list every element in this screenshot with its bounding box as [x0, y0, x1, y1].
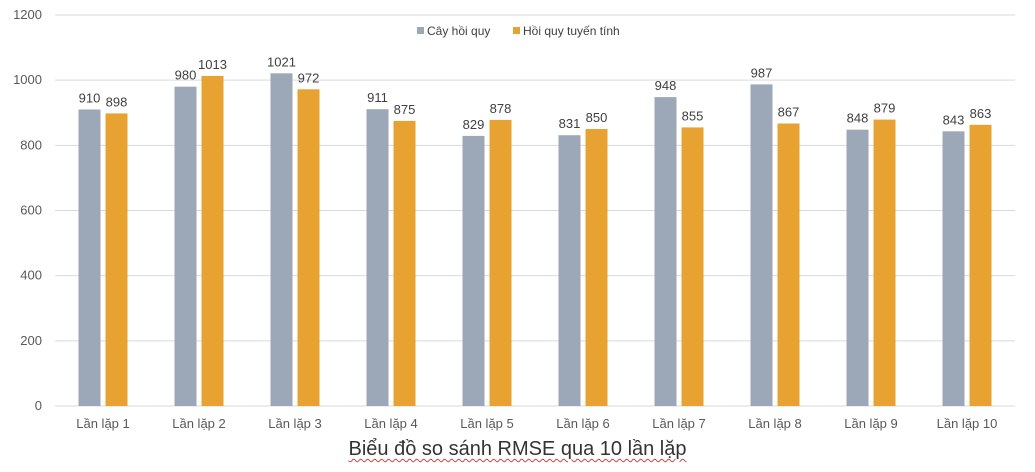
- data-label: 867: [778, 105, 800, 120]
- chart-title-text: Biểu đồ so sánh RMSE qua 10 lần lặp: [348, 438, 687, 460]
- x-tick-label: Lần lặp 6: [556, 416, 610, 431]
- data-label: 875: [394, 102, 416, 117]
- y-tick-label: 400: [20, 268, 42, 283]
- chart-title: Biểu đồ so sánh RMSE qua 10 lần lặp: [0, 438, 1035, 461]
- x-tick-label: Lần lặp 8: [748, 416, 802, 431]
- data-label: 829: [463, 117, 485, 132]
- x-tick-label: Lần lặp 1: [76, 416, 130, 431]
- bar: [462, 135, 485, 407]
- data-label: 831: [559, 116, 581, 131]
- data-label: 987: [751, 65, 773, 80]
- legend-label: Cây hồi quy: [427, 24, 490, 38]
- bar: [942, 131, 965, 406]
- data-label: 1013: [198, 57, 227, 72]
- y-tick-label: 600: [20, 203, 42, 218]
- x-tick-label: Lần lặp 4: [364, 416, 418, 431]
- data-label: 911: [367, 90, 388, 105]
- bar: [654, 97, 677, 407]
- x-tick-label: Lần lặp 7: [652, 416, 706, 431]
- data-label: 972: [298, 70, 320, 85]
- bar: [270, 73, 293, 407]
- y-tick-label: 1200: [13, 7, 42, 22]
- legend-label: Hồi quy tuyến tính: [523, 24, 620, 38]
- legend-swatch: [513, 27, 520, 34]
- x-tick-label: Lần lặp 5: [460, 416, 514, 431]
- bar: [750, 84, 773, 406]
- y-tick-label: 800: [20, 137, 42, 152]
- data-label: 948: [655, 78, 677, 93]
- data-label: 878: [490, 101, 512, 116]
- legend-swatch: [417, 27, 424, 34]
- data-label: 855: [682, 108, 704, 123]
- data-label: 910: [79, 90, 101, 105]
- data-label: 863: [970, 106, 992, 121]
- bar: [681, 127, 704, 406]
- y-tick-label: 200: [20, 333, 42, 348]
- bar: [873, 119, 896, 406]
- bar: [297, 89, 320, 406]
- data-label: 848: [847, 111, 869, 126]
- bar: [78, 109, 101, 406]
- y-tick-label: 1000: [13, 72, 42, 87]
- bar: [969, 124, 992, 406]
- bar: [777, 123, 800, 406]
- bar: [846, 129, 869, 406]
- x-tick-label: Lần lặp 9: [844, 416, 898, 431]
- bar: [393, 120, 416, 406]
- data-label: 879: [874, 101, 896, 116]
- y-tick-label: 0: [35, 398, 42, 413]
- x-tick-label: Lần lặp 2: [172, 416, 226, 431]
- data-label: 898: [106, 94, 128, 109]
- data-label: 850: [586, 110, 608, 125]
- bar: [174, 86, 197, 406]
- data-label: 843: [943, 112, 965, 127]
- bar: [585, 129, 608, 406]
- data-label: 1021: [267, 54, 296, 69]
- bar: [489, 119, 512, 406]
- x-tick-label: Lần lặp 3: [268, 416, 322, 431]
- bar: [558, 135, 581, 407]
- x-tick-label: Lần lặp 10: [937, 416, 998, 431]
- data-label: 980: [175, 68, 197, 83]
- bar: [105, 113, 128, 406]
- bar: [201, 75, 224, 406]
- bar: [366, 109, 389, 406]
